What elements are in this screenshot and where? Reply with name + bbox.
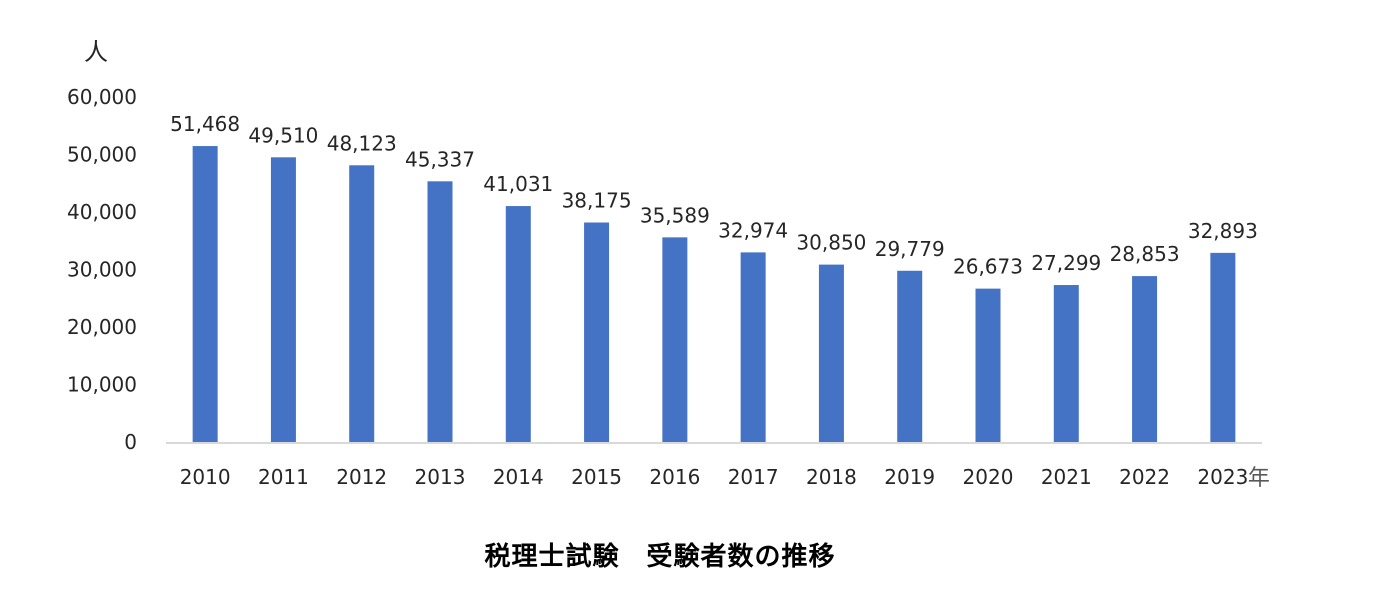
x-axis-unit-label: 年 [1248, 466, 1270, 491]
y-tick-label: 30,000 [67, 258, 137, 282]
bar [192, 146, 218, 442]
data-label: 41,031 [483, 172, 553, 196]
bar [270, 157, 296, 442]
bar [1053, 285, 1079, 442]
data-label: 49,510 [248, 123, 318, 147]
bar [427, 181, 453, 442]
bar [584, 222, 610, 442]
data-label: 48,123 [327, 131, 397, 155]
x-tick-label: 2019 [884, 465, 935, 489]
bar [662, 237, 688, 442]
data-label: 29,779 [875, 237, 945, 261]
x-tick-label: 2018 [806, 465, 857, 489]
x-tick-label: 2021 [1041, 465, 1092, 489]
y-axis-ticks: 0 10,000 20,000 30,000 40,000 50,000 60,000 [67, 85, 137, 454]
data-label: 51,468 [170, 112, 240, 136]
y-tick-label: 10,000 [67, 373, 137, 397]
x-tick-label: 2013 [415, 465, 466, 489]
x-axis-ticks: 2010 2011 2012 2013 2014 2015 2016 2017 2018 2019… [180, 465, 1249, 489]
x-tick-label: 2022 [1119, 465, 1170, 489]
bar [1210, 252, 1236, 442]
data-label: 38,175 [562, 188, 632, 212]
y-tick-label: 40,000 [67, 200, 137, 224]
bar [818, 264, 844, 442]
x-tick-label: 2012 [336, 465, 387, 489]
data-label: 45,337 [405, 147, 475, 171]
y-axis-unit-label: 人 [84, 38, 108, 66]
bar [740, 252, 766, 442]
value-labels: 51,468 49,510 48,123 45,337 41,031 38,175 35,5… [170, 112, 1258, 279]
data-label: 26,673 [953, 255, 1023, 279]
bar [349, 165, 375, 442]
y-tick-label: 50,000 [67, 143, 137, 167]
y-tick-label: 60,000 [67, 85, 137, 109]
data-label: 28,853 [1110, 242, 1180, 266]
x-tick-label: 2017 [728, 465, 779, 489]
x-tick-label: 2016 [649, 465, 700, 489]
x-tick-label: 2020 [963, 465, 1014, 489]
x-tick-label: 2011 [258, 465, 309, 489]
data-label: 32,893 [1188, 219, 1258, 243]
y-tick-label: 20,000 [67, 315, 137, 339]
x-tick-label: 2014 [493, 465, 544, 489]
x-tick-label: 2010 [180, 465, 231, 489]
bar [975, 288, 1001, 442]
bar [505, 206, 531, 442]
bar [1132, 276, 1158, 442]
data-label: 32,974 [718, 218, 788, 242]
bar [897, 270, 923, 442]
data-label: 27,299 [1031, 251, 1101, 275]
bars [192, 146, 1236, 442]
x-tick-label: 2023 [1197, 465, 1248, 489]
x-tick-label: 2015 [571, 465, 622, 489]
data-label: 35,589 [640, 203, 710, 227]
data-label: 30,850 [796, 231, 866, 255]
y-tick-label: 0 [124, 430, 137, 454]
chart-caption: 税理士試験 受験者数の推移 [484, 542, 836, 572]
